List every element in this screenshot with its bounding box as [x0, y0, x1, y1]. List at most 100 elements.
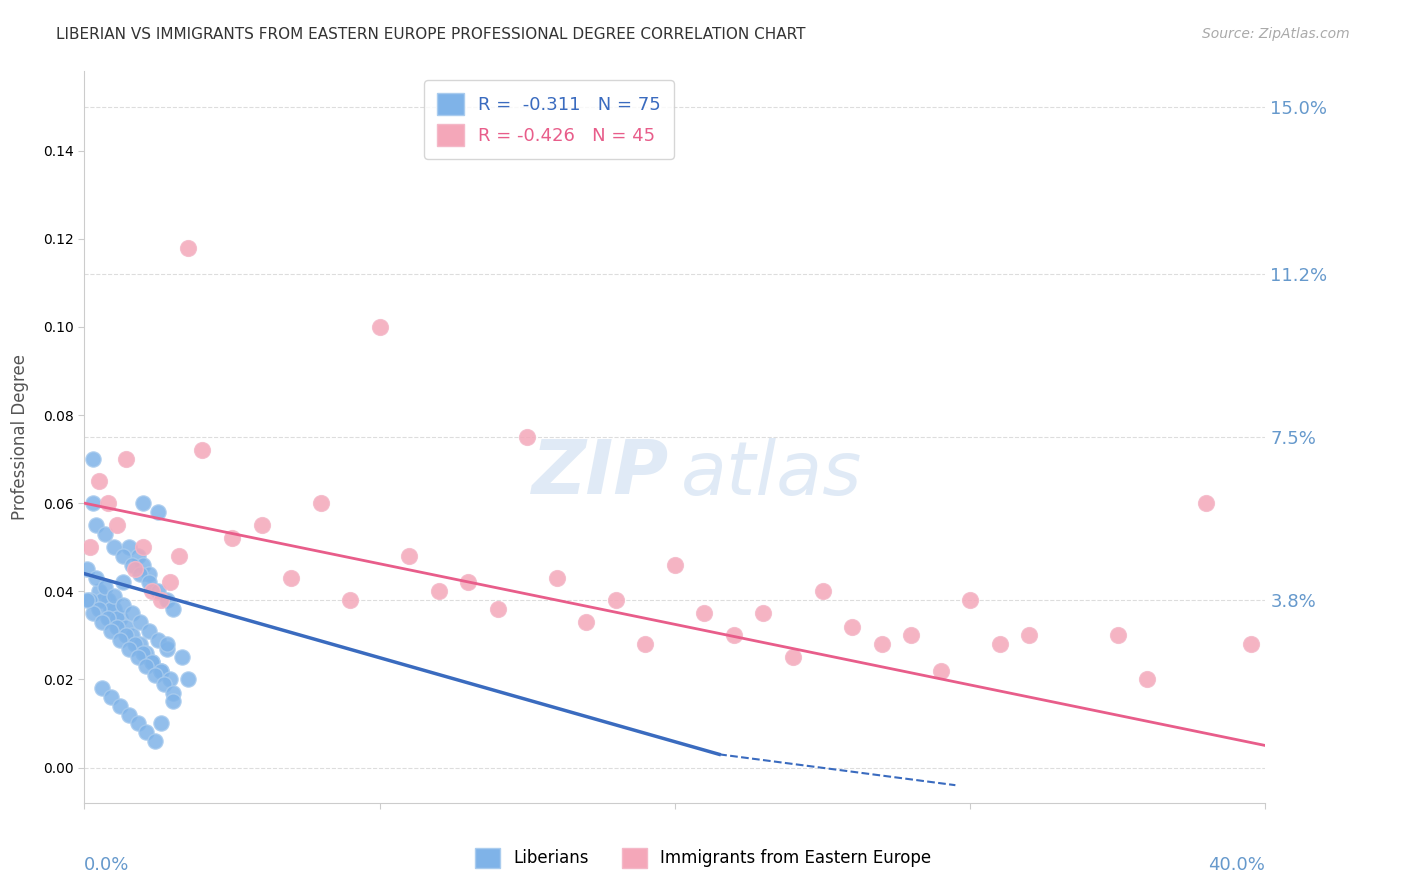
- Point: [89, 602, 111, 616]
- Point: [162, 686, 184, 700]
- Point: [309, 496, 332, 510]
- Point: [141, 655, 163, 669]
- Point: [150, 716, 173, 731]
- Point: [153, 677, 176, 691]
- Point: [138, 624, 160, 638]
- Point: [76, 593, 98, 607]
- Point: [135, 646, 157, 660]
- Point: [162, 694, 184, 708]
- Point: [121, 628, 143, 642]
- Point: [118, 540, 141, 554]
- Point: [782, 650, 804, 665]
- Point: [191, 443, 214, 458]
- Text: Source: ZipAtlas.com: Source: ZipAtlas.com: [1202, 27, 1350, 41]
- Point: [124, 637, 146, 651]
- Point: [105, 611, 128, 625]
- Point: [427, 584, 450, 599]
- Point: [900, 628, 922, 642]
- Point: [159, 575, 181, 590]
- Point: [150, 593, 173, 607]
- Point: [156, 641, 179, 656]
- Point: [118, 707, 141, 722]
- Point: [752, 607, 775, 621]
- Legend: R =  -0.311   N = 75, R = -0.426   N = 45: R = -0.311 N = 75, R = -0.426 N = 45: [425, 80, 673, 159]
- Point: [118, 641, 141, 656]
- Point: [121, 558, 143, 572]
- Point: [94, 527, 117, 541]
- Point: [135, 725, 157, 739]
- Point: [89, 474, 111, 488]
- Point: [84, 518, 107, 533]
- Point: [167, 549, 190, 563]
- Point: [114, 452, 136, 467]
- Point: [108, 632, 131, 647]
- Point: [111, 575, 134, 590]
- Point: [959, 593, 981, 607]
- Point: [156, 637, 179, 651]
- Point: [634, 637, 657, 651]
- Point: [97, 593, 120, 607]
- Point: [170, 650, 193, 665]
- Point: [929, 664, 952, 678]
- Point: [546, 571, 568, 585]
- Point: [811, 584, 834, 599]
- Point: [127, 650, 149, 665]
- Text: 0.0%: 0.0%: [84, 855, 129, 873]
- Point: [841, 619, 863, 633]
- Point: [150, 664, 173, 678]
- Point: [177, 673, 200, 687]
- Point: [132, 646, 155, 660]
- Point: [132, 496, 155, 510]
- Point: [111, 549, 134, 563]
- Point: [162, 602, 184, 616]
- Point: [143, 668, 166, 682]
- Point: [94, 580, 117, 594]
- Point: [138, 575, 160, 590]
- Point: [486, 602, 509, 616]
- Point: [250, 518, 273, 533]
- Text: ZIP: ZIP: [531, 437, 669, 510]
- Point: [177, 241, 200, 255]
- Point: [280, 571, 302, 585]
- Point: [114, 619, 136, 633]
- Point: [100, 624, 122, 638]
- Point: [79, 593, 101, 607]
- Point: [97, 611, 120, 625]
- Point: [138, 566, 160, 581]
- Point: [129, 637, 152, 651]
- Point: [100, 690, 122, 704]
- Point: [693, 607, 716, 621]
- Point: [91, 681, 114, 696]
- Point: [132, 558, 155, 572]
- Point: [76, 562, 98, 576]
- Point: [148, 584, 170, 599]
- Point: [114, 628, 136, 642]
- Point: [89, 584, 111, 599]
- Point: [103, 589, 125, 603]
- Point: [1136, 673, 1159, 687]
- Point: [108, 611, 131, 625]
- Point: [91, 615, 114, 629]
- Point: [1240, 637, 1263, 651]
- Point: [129, 615, 152, 629]
- Point: [135, 659, 157, 673]
- Text: atlas: atlas: [681, 438, 862, 509]
- Point: [1195, 496, 1218, 510]
- Point: [398, 549, 420, 563]
- Point: [339, 593, 361, 607]
- Point: [82, 496, 104, 510]
- Point: [221, 532, 243, 546]
- Point: [159, 673, 181, 687]
- Point: [82, 607, 104, 621]
- Point: [141, 584, 163, 599]
- Point: [103, 602, 125, 616]
- Point: [103, 540, 125, 554]
- Point: [150, 664, 173, 678]
- Point: [143, 734, 166, 748]
- Point: [1107, 628, 1129, 642]
- Y-axis label: Professional Degree: Professional Degree: [11, 354, 30, 520]
- Point: [723, 628, 745, 642]
- Point: [457, 575, 479, 590]
- Text: 40.0%: 40.0%: [1209, 855, 1265, 873]
- Point: [156, 593, 179, 607]
